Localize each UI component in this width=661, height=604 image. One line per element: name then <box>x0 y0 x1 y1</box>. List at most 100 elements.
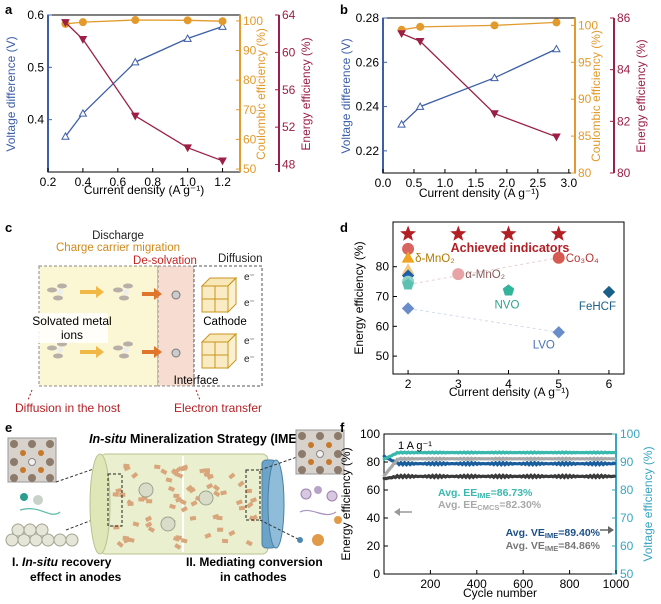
zoom-line-right-top <box>259 455 301 471</box>
x-tick-label: 1.0 <box>179 175 196 189</box>
electron-transfer-label: Electron transfer <box>174 401 262 415</box>
panel-d-points: δ-MnO₂ α-MnO₂ NVO Co₃O₄ LVO FeHCF <box>401 242 616 351</box>
y-tick-label: 80 <box>376 260 390 274</box>
data-point <box>61 131 70 140</box>
solvated-ion-cluster-bottom-mid <box>113 341 133 359</box>
panel-d-letter: d <box>340 220 348 235</box>
panel-f-xlabel: Cycle number <box>463 586 537 600</box>
x-tick-label: 3 <box>455 377 462 391</box>
mineral-flake <box>127 501 134 507</box>
scatter-point <box>452 268 465 281</box>
right2-tick-label: 52 <box>282 120 296 134</box>
right2-tick-label: 48 <box>282 158 296 172</box>
mineral-flake <box>249 497 258 504</box>
x-tick-label: 6 <box>606 377 613 391</box>
mineral-flake <box>144 515 153 522</box>
diffusion-label: Diffusion <box>218 253 263 265</box>
mineral-flake <box>167 485 176 492</box>
mineral-flake <box>123 465 131 472</box>
x-tick-label: 1.5 <box>468 176 485 190</box>
scatter-point <box>552 251 565 264</box>
panel-f-left-label: Energy efficiency (%) <box>339 447 353 560</box>
panel-f: f 200 400 600 800 1000 0 20 40 60 80 100 50 60 70 80… <box>339 420 655 600</box>
data-point <box>183 34 192 42</box>
mineral-flake <box>171 468 179 476</box>
right1-tick-label: 70 <box>243 103 257 117</box>
mineral-flake <box>189 515 197 521</box>
mineral-flake <box>228 472 236 480</box>
mineral-flake <box>245 539 253 547</box>
panel-d-xlabel: Current density (A g⁻¹) <box>449 385 569 399</box>
mineral-flake <box>173 493 180 499</box>
x-tick-label: 0.6 <box>109 175 126 189</box>
data-point <box>78 108 88 117</box>
panel-d-ylabel: Energy efficiency (%) <box>352 241 366 354</box>
x-tick-label: 2.0 <box>499 176 516 190</box>
y2-tick-label: 70 <box>620 511 634 525</box>
arrow-right-head <box>608 526 614 534</box>
ion-spheres <box>138 482 214 532</box>
mineral-flake <box>199 468 206 474</box>
mineral-flake <box>146 499 153 504</box>
data-point <box>490 73 499 82</box>
left-tick-label: 0.26 <box>356 55 380 69</box>
series-line <box>401 32 557 138</box>
panel-f-right-label: Voltage efficiency (%) <box>641 446 655 561</box>
panel-b-frame <box>382 17 576 174</box>
solvated-ion-cluster-top-left <box>47 283 67 301</box>
trend-line <box>407 307 559 333</box>
panel-f-yticks: 0 20 40 60 80 100 <box>360 427 388 581</box>
mineral-flake <box>190 500 198 507</box>
y-tick-label: 20 <box>367 539 381 553</box>
y2-tick-label: 100 <box>620 427 640 441</box>
mineral-flake <box>165 477 173 483</box>
panel-f-annotations: Avg. EEIME=86.73%Avg. EECMCS=82.30%Avg. … <box>438 487 601 553</box>
electron-2: e⁻ <box>244 298 255 309</box>
point-label: FeHCF <box>579 301 616 313</box>
x-tick-label: 0.4 <box>75 175 92 189</box>
data-point <box>131 16 140 25</box>
right1-tick-label: 60 <box>243 132 257 146</box>
x-tick-label: 0.2 <box>40 175 57 189</box>
scatter-point <box>401 302 415 315</box>
rate-label: 1 A g⁻¹ <box>398 440 432 452</box>
panel-a-right2-label: Energy efficiency (%) <box>299 37 313 150</box>
y-tick-label: 60 <box>376 319 390 333</box>
data-point <box>218 157 227 166</box>
panel-b-right1-label: Coulombic efficiency (%) <box>589 30 603 162</box>
data-point <box>130 57 140 66</box>
data-point <box>552 18 561 27</box>
point-label: α-MnO₂ <box>465 269 505 281</box>
cathode-lattice-top <box>200 276 238 314</box>
series-line <box>65 22 223 162</box>
avg-prefix: Avg. VE <box>506 527 545 539</box>
x-tick-label: 1.2 <box>214 175 231 189</box>
mineral-flake <box>123 537 131 544</box>
electron-labels: e⁻ e⁻ e⁻ e⁻ <box>244 272 255 365</box>
right2-tick-label: 80 <box>617 166 631 180</box>
avg-value: =82.30% <box>499 499 541 511</box>
series-band <box>382 454 617 468</box>
avg-annotation: Avg. EECMCS=82.30% <box>438 499 542 512</box>
desolvation-label: De-solvation <box>133 255 197 267</box>
avg-value: =84.86% <box>558 540 600 552</box>
mineral-flake <box>235 499 243 506</box>
panel-a-left-ticks: 0.4 0.5 0.6 <box>27 8 52 127</box>
left-tick-label: 0.24 <box>356 100 380 114</box>
anode-particles <box>19 493 61 515</box>
host-diffusion-label: Diffusion in the host <box>15 401 121 415</box>
trend-line <box>407 257 559 286</box>
mineral-flake <box>180 506 188 513</box>
mineral-flake <box>185 484 194 492</box>
scatter-point <box>602 285 616 299</box>
panel-f-letter: f <box>340 420 345 435</box>
x-tick-label: 0.5 <box>406 176 423 190</box>
panel-a-frame <box>47 14 241 173</box>
x-tick-label: 1.0 <box>437 176 454 190</box>
y-tick-label: 60 <box>367 483 381 497</box>
panel-a-left-label: Voltage difference (V) <box>4 36 18 151</box>
panel-a-series <box>61 16 227 166</box>
achieved-star <box>400 225 417 241</box>
data-point <box>218 21 227 30</box>
